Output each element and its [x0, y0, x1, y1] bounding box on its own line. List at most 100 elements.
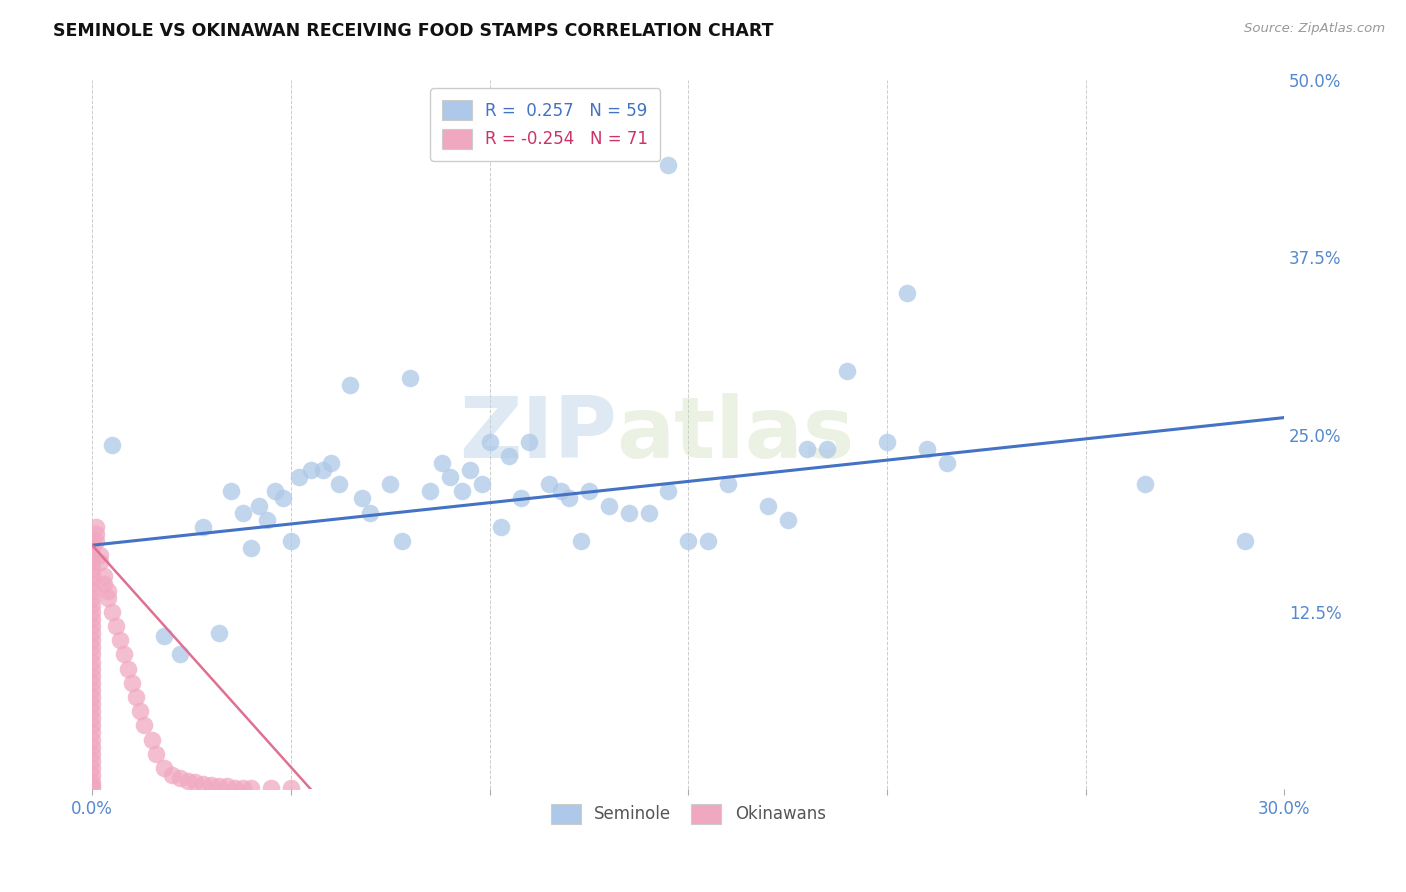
Point — [717, 477, 740, 491]
Point — [184, 775, 207, 789]
Point — [82, 754, 104, 768]
Point — [232, 780, 254, 795]
Point — [1233, 533, 1256, 548]
Point — [439, 470, 461, 484]
Point — [128, 704, 150, 718]
Point — [756, 499, 779, 513]
Point — [82, 633, 104, 648]
Point — [510, 491, 533, 506]
Point — [82, 718, 104, 732]
Point — [328, 477, 350, 491]
Point — [1135, 477, 1157, 491]
Point — [82, 576, 104, 591]
Point — [380, 477, 402, 491]
Point — [82, 548, 104, 562]
Point — [82, 704, 104, 718]
Point — [82, 598, 104, 612]
Point — [876, 434, 898, 449]
Point — [339, 378, 361, 392]
Point — [82, 591, 104, 605]
Point — [200, 778, 222, 792]
Point — [101, 605, 124, 619]
Point — [471, 477, 494, 491]
Point — [217, 780, 239, 794]
Point — [458, 463, 481, 477]
Point — [93, 569, 115, 583]
Point — [82, 648, 104, 662]
Point — [697, 533, 720, 548]
Point — [219, 484, 242, 499]
Point — [352, 491, 374, 506]
Legend: Seminole, Okinawans: Seminole, Okinawans — [541, 794, 835, 834]
Point — [232, 506, 254, 520]
Point — [82, 555, 104, 569]
Point — [450, 484, 472, 499]
Point — [145, 747, 167, 761]
Point — [498, 449, 520, 463]
Point — [121, 676, 143, 690]
Point — [657, 158, 679, 172]
Point — [915, 442, 938, 456]
Point — [82, 690, 104, 704]
Point — [598, 499, 620, 513]
Text: atlas: atlas — [617, 393, 855, 476]
Text: Source: ZipAtlas.com: Source: ZipAtlas.com — [1244, 22, 1385, 36]
Point — [82, 562, 104, 576]
Point — [152, 761, 174, 775]
Point — [193, 776, 215, 790]
Point — [280, 533, 302, 548]
Point — [896, 285, 918, 300]
Point — [776, 513, 799, 527]
Point — [247, 499, 270, 513]
Point — [256, 513, 278, 527]
Point — [89, 555, 111, 569]
Point — [84, 520, 107, 534]
Point — [169, 648, 191, 662]
Point — [82, 605, 104, 619]
Point — [82, 583, 104, 598]
Point — [240, 780, 263, 795]
Point — [82, 739, 104, 754]
Point — [208, 626, 231, 640]
Point — [82, 612, 104, 626]
Point — [82, 747, 104, 761]
Point — [430, 456, 453, 470]
Point — [82, 761, 104, 775]
Point — [815, 442, 838, 456]
Point — [132, 718, 155, 732]
Point — [280, 780, 302, 795]
Point — [558, 491, 581, 506]
Point — [678, 533, 700, 548]
Point — [240, 541, 263, 555]
Point — [97, 591, 120, 605]
Point — [82, 626, 104, 640]
Point — [491, 520, 513, 534]
Point — [82, 655, 104, 669]
Point — [97, 583, 120, 598]
Point — [82, 682, 104, 697]
Point — [569, 533, 592, 548]
Point — [935, 456, 957, 470]
Point — [359, 506, 381, 520]
Point — [82, 780, 104, 794]
Point — [82, 768, 104, 782]
Point — [160, 768, 183, 782]
Point — [796, 442, 818, 456]
Point — [82, 669, 104, 683]
Point — [82, 619, 104, 633]
Point — [82, 725, 104, 739]
Text: SEMINOLE VS OKINAWAN RECEIVING FOOD STAMPS CORRELATION CHART: SEMINOLE VS OKINAWAN RECEIVING FOOD STAM… — [53, 22, 773, 40]
Point — [550, 484, 572, 499]
Point — [82, 676, 104, 690]
Point — [299, 463, 322, 477]
Point — [399, 371, 422, 385]
Point — [419, 484, 441, 499]
Point — [260, 780, 283, 795]
Point — [264, 484, 287, 499]
Point — [837, 364, 859, 378]
Point — [84, 527, 107, 541]
Point — [319, 456, 342, 470]
Point — [82, 569, 104, 583]
Point — [125, 690, 148, 704]
Point — [117, 662, 139, 676]
